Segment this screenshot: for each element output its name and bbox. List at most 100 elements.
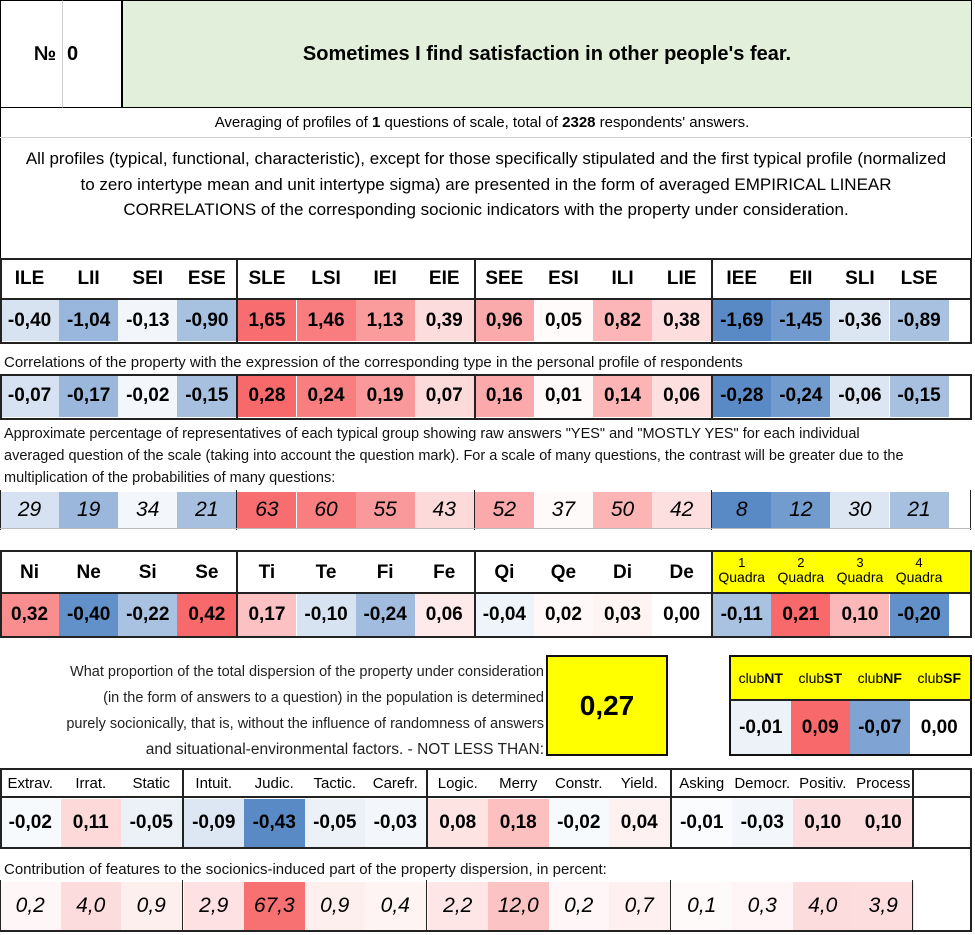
grid-line — [669, 768, 672, 849]
feature-label-static: Static — [132, 775, 170, 792]
feature-label-merry: Merry — [499, 775, 538, 792]
quadra-label-3: 3 Quadra — [830, 555, 889, 591]
questions-count: 1 — [372, 114, 381, 131]
type-label-eie: EIE — [428, 268, 460, 289]
grid-line — [711, 490, 713, 530]
quadra-number: 3 — [856, 555, 864, 570]
feature-value: 0,10 — [792, 799, 853, 847]
type-normalized-value: 0,96 — [474, 300, 534, 341]
dispersion-value-box: 0,27 — [546, 655, 668, 756]
type-percentage-value: 34 — [118, 492, 178, 528]
type-normalized-value: -1,04 — [59, 300, 119, 341]
quadra-label-4: 4 Quadra — [890, 555, 949, 591]
type-label-eii: EII — [789, 268, 813, 289]
type-percentage-value: 8 — [712, 492, 772, 528]
feature-value: -0,03 — [365, 799, 426, 847]
club-value: 0,00 — [909, 701, 969, 754]
dispersion-text-line-2: (in the form of answers to a question) i… — [103, 690, 544, 706]
feature-label-process: Process — [856, 775, 911, 792]
type-correlation-value: 0,28 — [237, 375, 297, 417]
type-label-sle: SLE — [248, 268, 286, 289]
grid-line — [0, 374, 2, 418]
type-normalized-value: 1,46 — [296, 300, 356, 341]
grid-line — [0, 636, 972, 638]
grid-line — [425, 768, 428, 849]
type-percentage-value: 60 — [296, 492, 356, 528]
dispersion-value: 0,27 — [579, 689, 635, 721]
feature-value: 0,10 — [853, 799, 914, 847]
type-correlation-value: -0,06 — [830, 375, 890, 417]
club-code: SF — [943, 670, 962, 686]
club-value: 0,09 — [790, 701, 850, 754]
feature-label-logic: Logic. — [437, 775, 478, 792]
averaging-suffix: respondents' answers. — [595, 114, 750, 131]
feature-label-irrat: Irrat. — [75, 775, 107, 792]
type-label-see: SEE — [485, 268, 524, 289]
grid-line — [0, 768, 2, 849]
percent-note-line-1: Approximate percentage of representative… — [4, 426, 860, 442]
quadra-label-1: 1 Quadra — [712, 555, 771, 591]
function-value: 0,06 — [414, 594, 474, 636]
contribution-note: Contribution of features to the sociоnic… — [4, 861, 607, 878]
feature-label-carefr: Carefr. — [372, 775, 418, 792]
grid-line — [181, 768, 184, 849]
type-correlation-value: 0,19 — [355, 375, 415, 417]
type-label-ile: ILE — [14, 268, 45, 289]
grid-line — [0, 550, 972, 552]
type-normalized-value: 0,38 — [652, 300, 712, 341]
type-normalized-value: -1,45 — [771, 300, 831, 341]
feature-value: -0,02 — [0, 799, 61, 847]
clubs-header-bg — [731, 657, 970, 699]
type-label-sli: SLI — [845, 268, 875, 289]
grid-line — [911, 880, 913, 932]
grid-line — [970, 550, 972, 638]
type-correlation-value: -0,02 — [118, 375, 178, 417]
type-label-lii: LII — [77, 268, 100, 289]
type-label-ili: ILI — [611, 268, 634, 289]
quadra-label-2: 2 Quadra — [771, 555, 830, 591]
feature-value: -0,02 — [548, 799, 609, 847]
type-label-lie: LIE — [666, 268, 697, 289]
type-percentage-value: 12 — [771, 492, 831, 528]
grid-line — [729, 699, 972, 701]
number-label: № — [33, 42, 56, 65]
feature-label-tactic: Tactic. — [313, 775, 356, 792]
feature-value: -0,03 — [732, 799, 793, 847]
averaging-prefix: Averaging of profiles of — [214, 114, 373, 131]
grid-line — [0, 796, 972, 798]
function-value: -0,24 — [355, 594, 415, 636]
type-label-lse: LSE — [900, 268, 938, 289]
type-label-iei: IEI — [373, 268, 397, 289]
type-normalized-value: 1,13 — [355, 300, 415, 341]
function-value: -0,40 — [59, 594, 119, 636]
grid-line — [0, 930, 972, 932]
quadra-value: 0,21 — [771, 594, 831, 636]
function-label-fe: Fe — [433, 561, 456, 583]
type-correlation-value: 0,01 — [533, 375, 593, 417]
function-label-si: Si — [138, 561, 157, 583]
function-value: 0,42 — [177, 594, 237, 636]
club-code: ST — [824, 670, 843, 686]
type-percentage-value: 29 — [0, 492, 60, 528]
grid-line — [970, 258, 972, 342]
grid-line — [711, 374, 714, 418]
header-number-cell: № — [0, 0, 62, 108]
grid-line — [711, 550, 714, 638]
grid-line — [711, 258, 714, 342]
grid-line — [0, 298, 972, 300]
function-value: -0,04 — [474, 594, 534, 636]
club-label-nf: club NF — [850, 657, 910, 699]
type-label-sei: SEI — [132, 268, 164, 289]
function-value: 0,32 — [0, 594, 60, 636]
grid-line — [0, 880, 1, 932]
clubs-frame — [729, 655, 972, 756]
function-label-di: Di — [613, 561, 633, 583]
quadra-header-bg — [711, 552, 972, 592]
feature-value: 0,04 — [609, 799, 670, 847]
function-label-fi: Fi — [376, 561, 394, 583]
grid-line — [669, 880, 671, 932]
header-number-value-cell: 0 — [62, 0, 122, 108]
feature-label-asking: Asking — [679, 775, 725, 792]
feature-value: -0,09 — [183, 799, 244, 847]
quadra-word: Quadra — [718, 569, 766, 585]
